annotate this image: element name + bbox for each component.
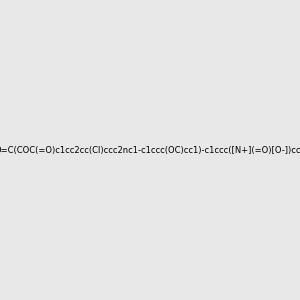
Text: O=C(COC(=O)c1cc2cc(Cl)ccc2nc1-c1ccc(OC)cc1)-c1ccc([N+](=O)[O-])cc1: O=C(COC(=O)c1cc2cc(Cl)ccc2nc1-c1ccc(OC)c… [0, 146, 300, 154]
